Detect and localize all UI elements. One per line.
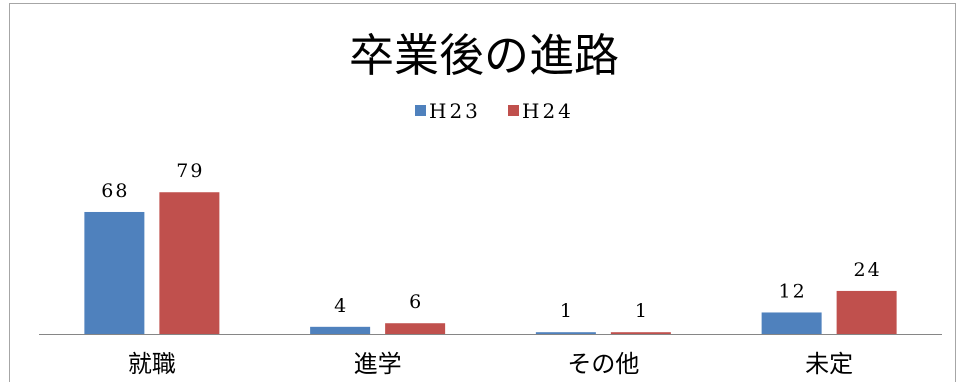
bar-h24-2 bbox=[610, 332, 671, 334]
legend-swatch-h23 bbox=[415, 105, 426, 116]
data-label-h23-0: 68 bbox=[101, 180, 129, 202]
legend-swatch-h24 bbox=[508, 105, 519, 116]
legend-item-h23: H23 bbox=[415, 99, 481, 123]
data-labels: 68 79 4 6 1 1 12 24 bbox=[101, 160, 882, 322]
bars bbox=[84, 192, 897, 334]
category-label-0: 就職 bbox=[128, 350, 176, 378]
legend-item-h24: H24 bbox=[508, 99, 574, 123]
chart-border bbox=[9, 3, 956, 382]
data-label-h24-2: 1 bbox=[635, 300, 649, 322]
data-label-h24-0: 79 bbox=[176, 160, 204, 182]
category-label-2: その他 bbox=[567, 350, 639, 378]
category-label-3: 未定 bbox=[805, 350, 853, 378]
bar-h24-1 bbox=[385, 323, 446, 334]
legend: H23 H24 bbox=[415, 99, 574, 123]
bar-h23-2 bbox=[535, 332, 596, 334]
category-label-1: 進学 bbox=[354, 350, 402, 378]
bar-h24-3 bbox=[836, 290, 897, 334]
data-label-h23-1: 4 bbox=[334, 295, 348, 317]
data-label-h24-3: 24 bbox=[854, 259, 882, 281]
bar-h23-1 bbox=[310, 326, 371, 334]
chart-title: 卒業後の進路 bbox=[349, 29, 619, 82]
bar-h23-0 bbox=[84, 211, 145, 334]
data-label-h23-3: 12 bbox=[779, 280, 807, 302]
legend-label-h23: H23 bbox=[429, 99, 481, 123]
legend-label-h24: H24 bbox=[522, 99, 574, 123]
data-label-h23-2: 1 bbox=[560, 300, 574, 322]
bar-h23-3 bbox=[761, 312, 822, 334]
category-labels: 就職 進学 その他 未定 bbox=[128, 350, 853, 378]
bar-h24-0 bbox=[159, 192, 220, 334]
data-label-h24-1: 6 bbox=[409, 291, 423, 313]
